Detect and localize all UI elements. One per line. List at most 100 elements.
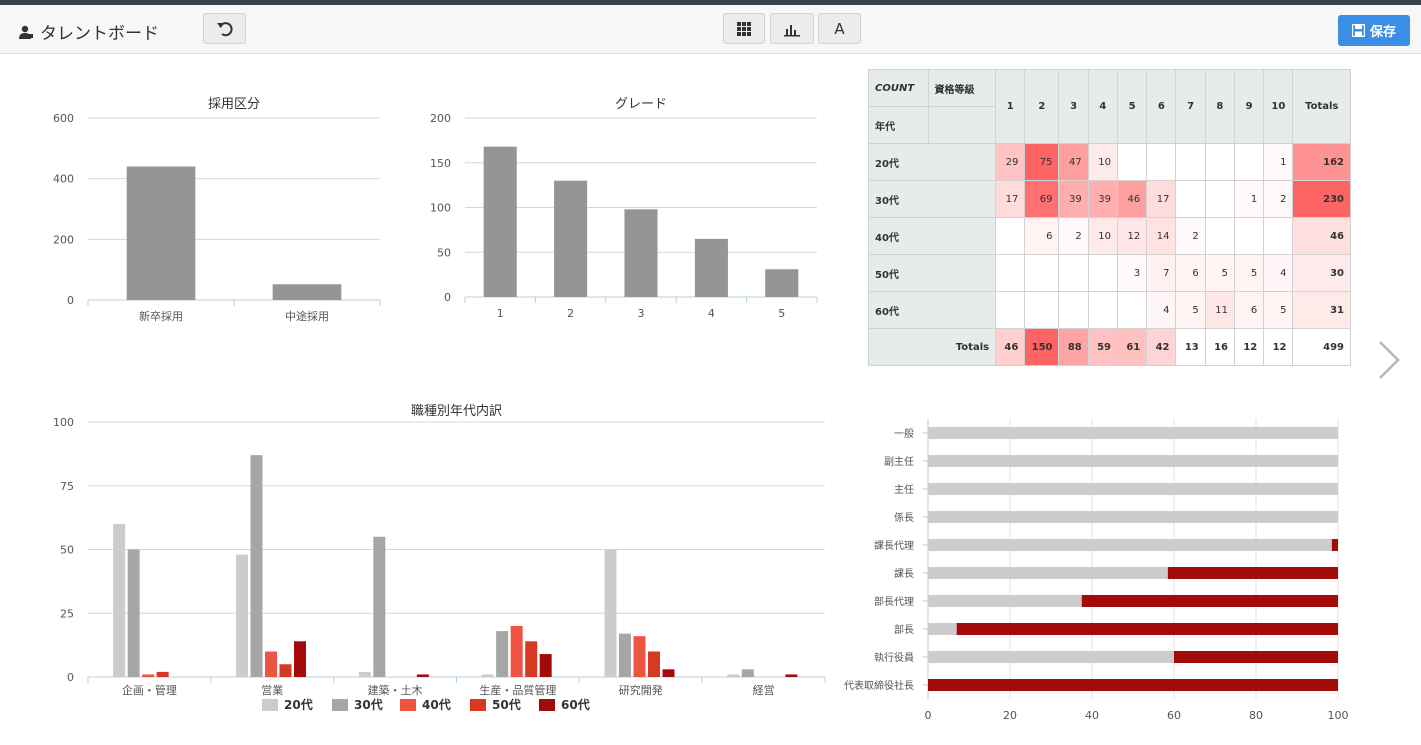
pivot-cell: 11 <box>1204 291 1235 329</box>
bar <box>126 166 196 300</box>
pivot-cell: 17 <box>995 180 1026 218</box>
y-tick-label: 課長代理 <box>874 539 914 552</box>
pivot-row-header: 30代 <box>867 180 997 218</box>
x-tick-label: 3 <box>638 307 645 320</box>
x-tick-label: 企画・管理 <box>122 683 177 697</box>
format-button[interactable]: A <box>818 13 861 44</box>
chart-title: 採用区分 <box>208 97 260 112</box>
job-age-breakdown-chart: 職種別年代内訳 0 25 50 75 100 企画・管理 営業 建築・土木 生産・品質管理 研究開発… <box>53 403 826 712</box>
pivot-row: 60代 4 5 11 6 5 31 <box>867 291 1351 329</box>
bar <box>496 631 509 677</box>
x-tick-label: 60 <box>1167 709 1181 722</box>
bar <box>928 595 1082 607</box>
bar <box>481 674 494 677</box>
pivot-cell: 6 <box>1024 217 1060 255</box>
pivot-cell: 6 <box>1175 254 1206 292</box>
y-tick-label: 主任 <box>894 483 914 496</box>
pivot-cell: 12 <box>1116 217 1148 255</box>
bar <box>113 524 126 677</box>
y-tick-label: 100 <box>53 416 74 429</box>
x-tick-label: 研究開発 <box>619 683 663 697</box>
save-button[interactable]: 保存 <box>1338 15 1410 46</box>
pivot-cell: 5 <box>1233 254 1265 292</box>
bar <box>1331 539 1338 551</box>
next-page-icon[interactable] <box>1374 338 1404 382</box>
bar <box>156 671 169 677</box>
pivot-total-cell: 46 <box>995 328 1026 366</box>
pivot-cell: 5 <box>1204 254 1235 292</box>
bar <box>633 636 646 677</box>
y-tick-label: 200 <box>430 112 451 125</box>
pivot-cell <box>1024 254 1060 292</box>
y-tick-label: 75 <box>60 480 74 493</box>
bar <box>373 536 386 677</box>
bar <box>928 455 1338 467</box>
pivot-total-cell: 499 <box>1292 328 1351 366</box>
x-tick-label: 0 <box>925 709 932 722</box>
bar <box>265 651 277 677</box>
bar <box>250 455 263 677</box>
pivot-cell <box>1058 254 1089 292</box>
y-tick-label: 一般 <box>894 427 914 440</box>
pivot-cell: 3 <box>1116 254 1148 292</box>
pivot-cell <box>1175 180 1206 218</box>
pivot-total-cell: 12 <box>1263 328 1294 366</box>
chart-title: グレード <box>615 97 667 112</box>
pivot-cell: 10 <box>1087 217 1118 255</box>
grid-view-button[interactable] <box>723 13 765 44</box>
pivot-column-header: 9 <box>1233 69 1265 144</box>
bar <box>662 669 675 677</box>
x-tick-label: 中途採用 <box>285 309 329 323</box>
x-tick-label: 100 <box>1328 709 1349 722</box>
pivot-cell <box>1116 143 1148 181</box>
pivot-table: COUNT 資格等級 1 2 3 4 5 6 7 8 9 10 Totals 年代 20代 29 75 47 10 1… <box>867 69 1351 366</box>
y-tick-label: 執行役員 <box>874 651 914 664</box>
bar <box>928 623 957 635</box>
bar <box>928 651 1174 663</box>
pivot-totals-row: Totals 46 150 88 59 61 42 13 16 12 12 499 <box>867 328 1351 366</box>
pivot-column-header: 8 <box>1204 69 1235 144</box>
toolbar: タレントボード A 保存 <box>0 5 1421 54</box>
x-tick-label: 新卒採用 <box>139 309 183 323</box>
bar <box>416 674 429 677</box>
talent-icon <box>19 25 33 39</box>
bar <box>604 549 617 677</box>
pivot-header-row: 年代 <box>868 106 1351 144</box>
bar <box>358 671 371 677</box>
bar <box>236 554 248 677</box>
pivot-cell: 1 <box>1233 180 1265 218</box>
pivot-cell: 17 <box>1146 180 1177 218</box>
pivot-total-cell: 42 <box>1146 328 1177 366</box>
x-tick-label: 1 <box>497 307 504 320</box>
bar <box>294 641 306 677</box>
pivot-row-header: 50代 <box>867 254 997 292</box>
pivot-cell: 230 <box>1292 180 1351 218</box>
bar <box>142 674 155 677</box>
y-tick-label: 代表取締役社長 <box>844 679 914 692</box>
pivot-cell: 2 <box>1263 180 1294 218</box>
pivot-cell <box>1116 291 1148 329</box>
pivot-cell: 39 <box>1058 180 1089 218</box>
pivot-cell <box>995 291 1026 329</box>
bar <box>928 427 1338 439</box>
pivot-column-header: 7 <box>1175 69 1206 144</box>
pivot-row-field-label: 年代 <box>868 106 929 144</box>
legend-label: 60代 <box>561 697 590 712</box>
bar <box>928 511 1338 523</box>
legend-label: 50代 <box>492 697 521 712</box>
pivot-cell: 47 <box>1058 143 1089 181</box>
x-tick-label: 2 <box>567 307 574 320</box>
bar <box>694 238 728 297</box>
y-tick-label: 400 <box>53 173 74 186</box>
pivot-totals-label: Totals <box>867 328 997 366</box>
pivot-total-cell: 12 <box>1233 328 1265 366</box>
bar <box>525 641 538 677</box>
undo-button[interactable] <box>203 13 246 44</box>
pivot-cell <box>1233 217 1265 255</box>
pivot-cell <box>1087 254 1118 292</box>
app-title: タレントボード <box>40 24 159 44</box>
legend-swatch <box>400 699 416 711</box>
pivot-header-row: COUNT 資格等級 1 2 3 4 5 6 7 8 9 10 Totals <box>868 69 1351 144</box>
chart-button[interactable] <box>770 13 814 44</box>
pivot-cell <box>1233 143 1265 181</box>
